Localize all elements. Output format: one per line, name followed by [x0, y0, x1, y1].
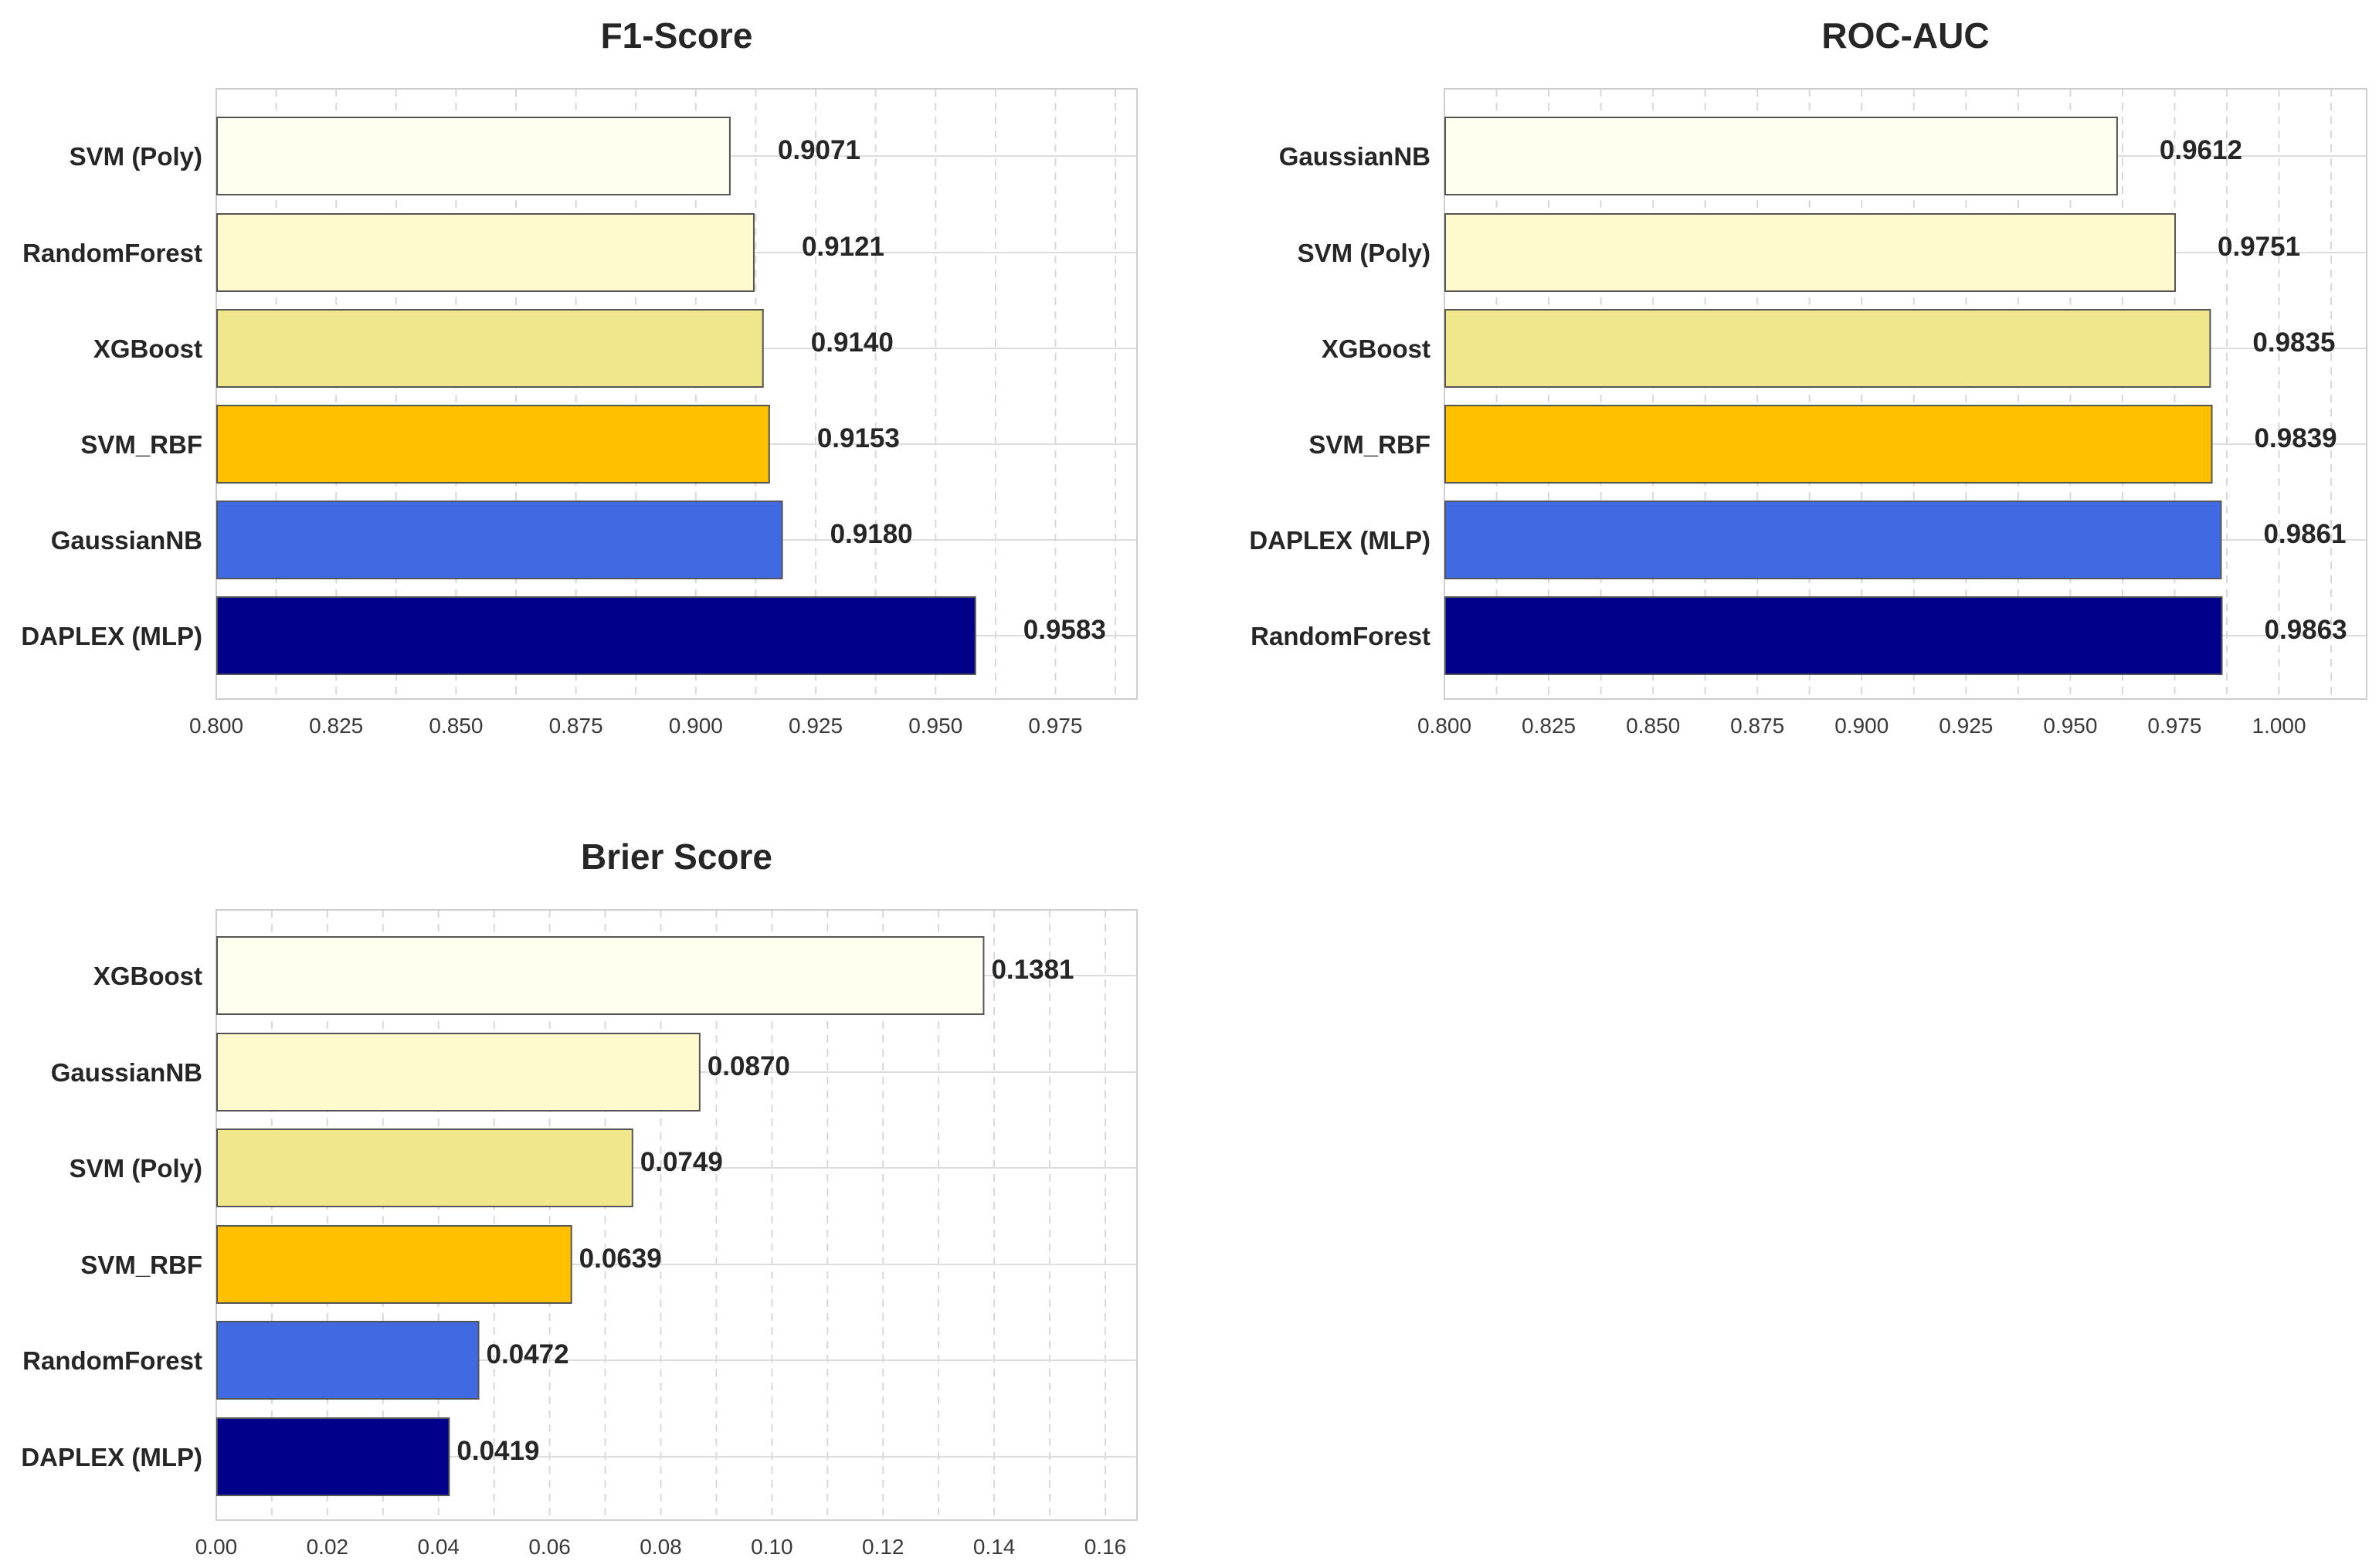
plot-frame	[1444, 88, 2367, 700]
bar	[1444, 213, 2177, 292]
category-label: XGBoost	[93, 962, 202, 990]
bar	[216, 1417, 450, 1496]
value-label: 0.1381	[991, 955, 1074, 985]
value-label: 0.9751	[2218, 232, 2300, 262]
value-label: 0.9863	[2265, 615, 2347, 645]
category-label: SVM (Poly)	[70, 1154, 202, 1183]
value-label: 0.9835	[2252, 328, 2335, 358]
value-label: 0.9140	[811, 328, 894, 358]
plot-frame	[216, 88, 1138, 700]
f1-score-panel: F1-Score SVM (Poly) 0.9071 RandomForest 0.9…	[21, 15, 1138, 738]
category-label: SVM_RBF	[1308, 430, 1430, 459]
panel-title: Brier Score	[581, 837, 772, 877]
category-label: SVM (Poly)	[1298, 239, 1430, 267]
x-tick-label: 0.900	[669, 714, 723, 738]
x-tick-label: 0.12	[862, 1535, 904, 1559]
x-tick-label: 0.975	[1028, 714, 1082, 738]
x-tick-label: 0.900	[1834, 714, 1889, 738]
plot-frame	[216, 909, 1138, 1521]
x-tick-label: 0.875	[549, 714, 603, 738]
x-tick-label: 1.000	[2252, 714, 2306, 738]
x-tick-label: 0.800	[1417, 714, 1471, 738]
x-tick-label: 0.850	[1626, 714, 1680, 738]
category-label: SVM (Poly)	[70, 142, 202, 171]
category-label: XGBoost	[93, 334, 202, 363]
value-label: 0.9839	[2255, 423, 2337, 453]
bar	[216, 936, 985, 1015]
category-label: SVM_RBF	[80, 430, 202, 459]
bar	[1444, 405, 2213, 484]
bar	[216, 1225, 572, 1304]
brier-score-panel: Brier Score XGBoost 0.1381 GaussianNB 0.087…	[21, 837, 1138, 1559]
x-tick-label: 0.14	[973, 1535, 1016, 1559]
category-label: XGBoost	[1322, 334, 1430, 363]
x-tick-label: 0.975	[2147, 714, 2201, 738]
x-tick-label: 0.16	[1084, 1535, 1127, 1559]
category-label: DAPLEX (MLP)	[21, 622, 202, 650]
bar	[216, 213, 755, 292]
bar	[1444, 309, 2211, 388]
bar	[216, 1033, 701, 1112]
x-tick-label: 0.06	[528, 1535, 571, 1559]
category-label: GaussianNB	[51, 526, 202, 555]
bar	[216, 1321, 480, 1400]
value-label: 0.9153	[817, 423, 900, 453]
x-tick-label: 0.00	[195, 1535, 238, 1559]
bar	[216, 1128, 633, 1207]
value-label: 0.0749	[640, 1147, 723, 1177]
x-tick-label: 0.08	[640, 1535, 682, 1559]
value-label: 0.9121	[802, 232, 884, 262]
value-label: 0.0639	[579, 1244, 662, 1274]
bar	[216, 117, 731, 195]
bar	[1444, 501, 2222, 579]
bar	[1444, 117, 2118, 195]
bar	[216, 501, 783, 579]
x-tick-label: 0.950	[2043, 714, 2097, 738]
bar	[1444, 596, 2223, 675]
category-label: RandomForest	[1251, 622, 1430, 650]
x-tick-label: 0.800	[189, 714, 243, 738]
x-tick-label: 0.850	[429, 714, 483, 738]
x-tick-label: 0.825	[1522, 714, 1576, 738]
category-label: DAPLEX (MLP)	[1249, 526, 1430, 555]
value-label: 0.9612	[2160, 135, 2242, 165]
bar	[216, 405, 770, 484]
category-label: DAPLEX (MLP)	[21, 1443, 202, 1471]
category-label: RandomForest	[22, 239, 202, 267]
x-tick-label: 0.825	[309, 714, 363, 738]
bar	[216, 309, 764, 388]
x-tick-label: 0.925	[789, 714, 843, 738]
value-label: 0.0870	[708, 1051, 790, 1081]
value-label: 0.0472	[487, 1339, 569, 1369]
panel-title: F1-Score	[601, 15, 753, 56]
x-tick-label: 0.02	[307, 1535, 349, 1559]
x-tick-label: 0.925	[1939, 714, 1993, 738]
panel-title: ROC-AUC	[1821, 15, 1989, 56]
x-tick-label: 0.10	[751, 1535, 793, 1559]
category-label: GaussianNB	[1279, 142, 1430, 171]
x-tick-label: 0.875	[1730, 714, 1784, 738]
value-label: 0.0419	[456, 1436, 539, 1466]
x-tick-label: 0.04	[417, 1535, 460, 1559]
value-label: 0.9583	[1023, 615, 1106, 645]
bar	[216, 596, 976, 675]
category-label: GaussianNB	[51, 1058, 202, 1087]
value-label: 0.9861	[2263, 519, 2346, 549]
value-label: 0.9180	[830, 519, 913, 549]
category-label: SVM_RBF	[80, 1251, 202, 1279]
x-tick-label: 0.950	[908, 714, 962, 738]
category-label: RandomForest	[22, 1346, 202, 1375]
value-label: 0.9071	[778, 135, 860, 165]
